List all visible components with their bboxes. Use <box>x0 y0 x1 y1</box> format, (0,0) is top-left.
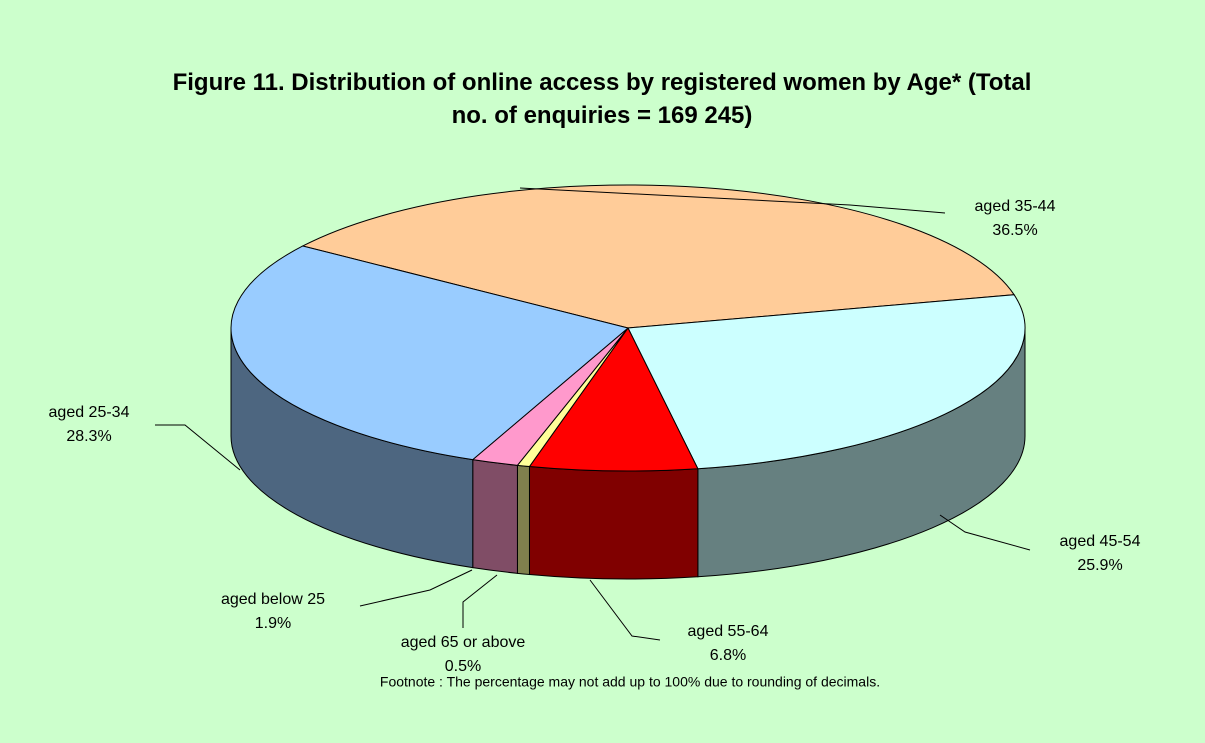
leader-line <box>589 579 661 641</box>
pie-side <box>528 465 699 580</box>
pie-slice <box>301 184 1015 329</box>
slice-value: 25.9% <box>1077 557 1122 574</box>
pie-slice <box>230 245 630 461</box>
leader-line <box>939 514 1031 551</box>
slice-label: aged below 25 <box>221 591 325 608</box>
leader-line <box>359 569 473 607</box>
slice-label: aged 45-54 <box>1060 533 1141 550</box>
pie-side <box>472 459 518 574</box>
slice-label: aged 35-44 <box>975 198 1056 215</box>
pie-side <box>516 464 530 576</box>
leader-line <box>155 424 241 471</box>
chart-title: Figure 11. Distribution of online access… <box>172 69 1032 129</box>
slice-value: 6.8% <box>710 647 746 664</box>
slice-value: 28.3% <box>66 428 111 445</box>
slice-value: 36.5% <box>992 222 1037 239</box>
leader-line <box>519 187 946 214</box>
slice-value: 0.5% <box>445 658 481 675</box>
footnote: Footnote : The percentage may not add up… <box>380 674 880 690</box>
slice-value: 1.9% <box>255 615 291 632</box>
slice-label: aged 25-34 <box>49 404 130 421</box>
slice-label: aged 65 or above <box>401 634 526 651</box>
leader-line <box>462 574 498 628</box>
pie-slice <box>528 327 699 472</box>
pie-slice <box>627 294 1026 470</box>
slice-label: aged 55-64 <box>688 623 769 640</box>
